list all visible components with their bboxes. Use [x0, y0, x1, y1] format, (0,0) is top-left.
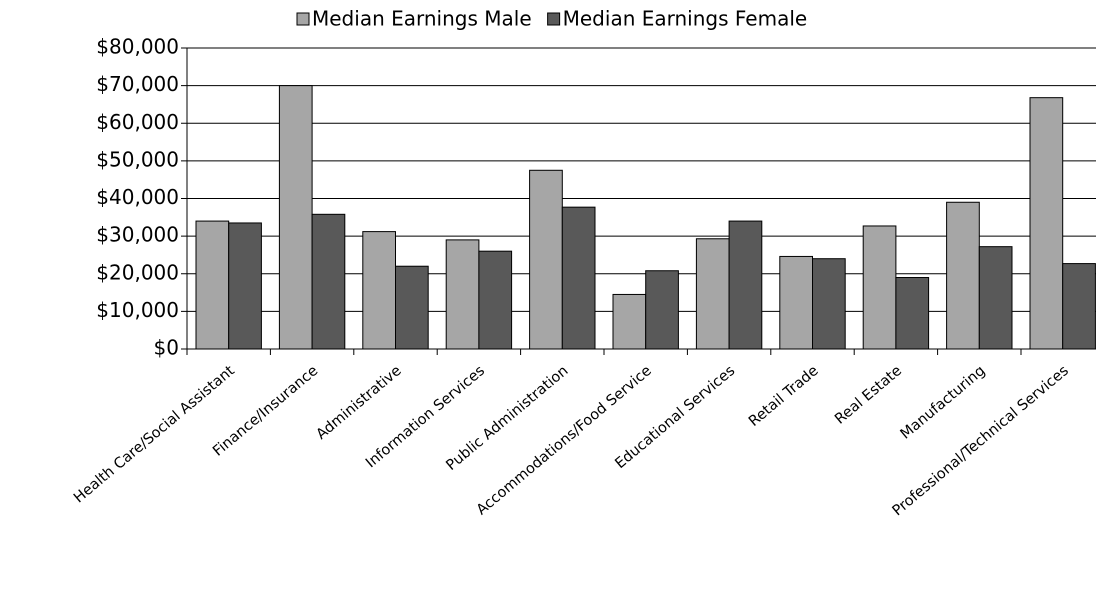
legend-label: Median Earnings Male: [312, 7, 532, 31]
bar: [645, 270, 679, 350]
x-tick-label: Accommodations/Food Service: [474, 363, 655, 519]
y-tick-label: $50,000: [96, 147, 179, 171]
x-tick-label: Administrative: [314, 363, 405, 443]
legend-swatch: [296, 12, 310, 26]
y-tick-label: $70,000: [96, 72, 179, 96]
bar: [895, 277, 930, 350]
x-tick-label: Real Estate: [832, 363, 905, 428]
x-tick-label: Health Care/Social Assistant: [71, 363, 238, 507]
x-tick-label: Retail Trade: [746, 363, 822, 430]
bar: [478, 250, 513, 350]
bar: [812, 258, 846, 350]
bar: [946, 201, 980, 350]
y-tick-label: $40,000: [96, 185, 179, 209]
bar: [779, 255, 813, 350]
bar: [529, 169, 563, 350]
bar: [1062, 263, 1096, 350]
bar: [561, 206, 596, 350]
y-tick-label: $10,000: [96, 298, 179, 322]
bar: [445, 239, 480, 350]
bar: [978, 246, 1013, 350]
x-tick-label: Professional/Technical Services: [890, 363, 1072, 519]
bar: [228, 222, 262, 350]
bar: [862, 225, 897, 350]
y-tick-label: $20,000: [96, 260, 179, 284]
bar: [395, 265, 429, 350]
bar: [311, 213, 346, 350]
bar: [695, 238, 730, 350]
bar: [1029, 97, 1064, 350]
bar: [195, 220, 230, 350]
bar: [362, 231, 396, 350]
legend-label: Median Earnings Female: [563, 7, 808, 31]
legend: Median Earnings Male Median Earnings Fema…: [296, 7, 808, 31]
x-tick-label: Manufacturing: [898, 363, 989, 443]
legend-swatch: [547, 12, 561, 26]
y-tick-label: $80,000: [96, 35, 179, 59]
y-tick-label: $60,000: [96, 110, 179, 134]
bar: [278, 85, 313, 350]
bar: [728, 220, 763, 350]
y-tick-label: $30,000: [96, 223, 179, 247]
bar: [612, 293, 647, 350]
y-tick-label: $0: [154, 336, 179, 360]
